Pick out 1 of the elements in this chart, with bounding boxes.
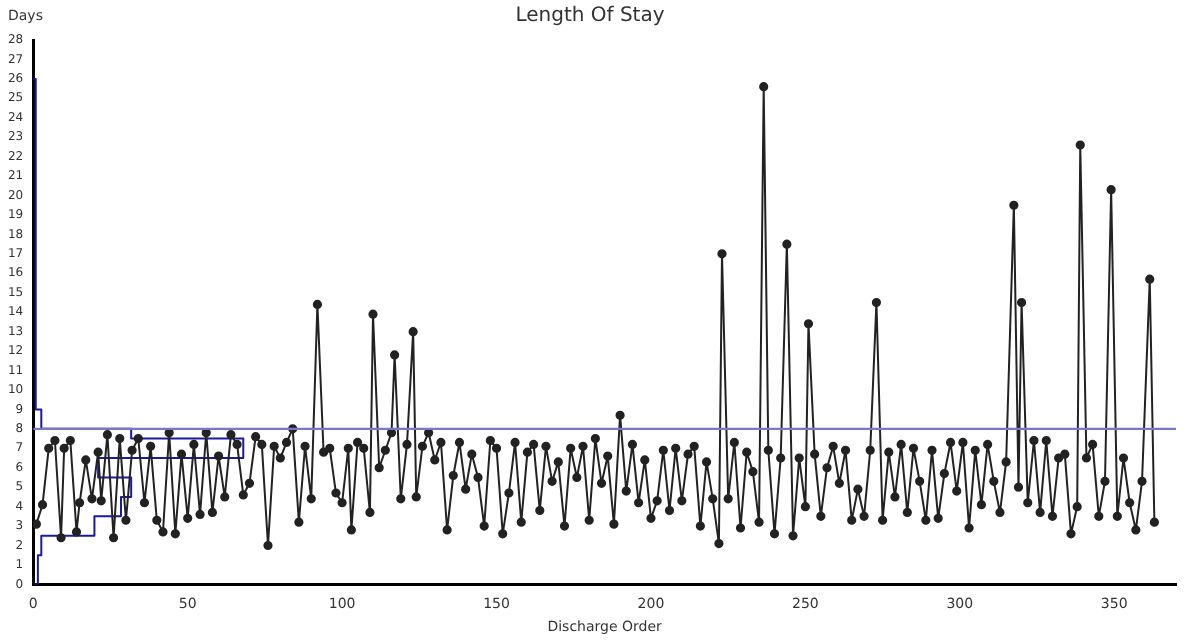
chart-title: Length Of Stay [515,5,665,28]
